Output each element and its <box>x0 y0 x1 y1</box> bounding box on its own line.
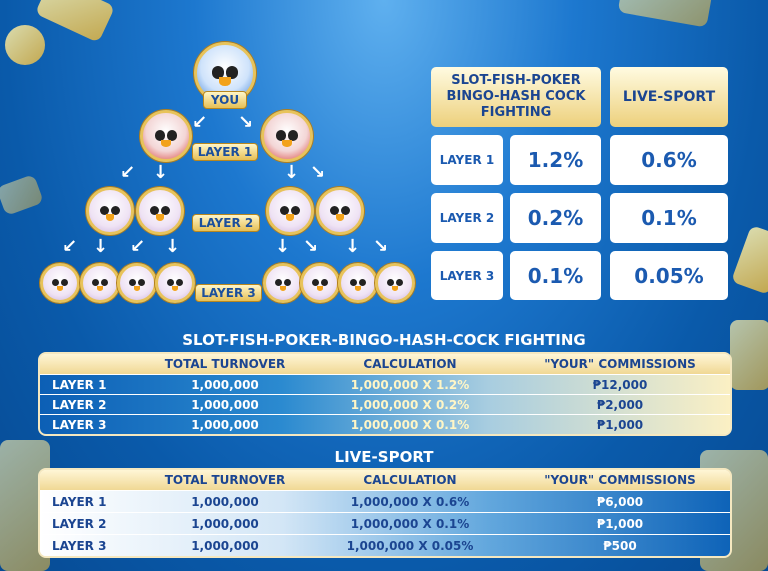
arrow-icon: ↓ <box>275 236 291 257</box>
slot-commission-table: TOTAL TURNOVER CALCULATION "YOUR" COMMIS… <box>38 352 732 436</box>
you-label: YOU <box>203 91 247 109</box>
table-row: LAYER 3 1,000,000 1,000,000 X 0.05% ₱500 <box>40 534 730 556</box>
table-row: LAYER 2 1,000,000 1,000,000 X 0.2% ₱2,000 <box>40 394 730 414</box>
table-header: TOTAL TURNOVER CALCULATION "YOUR" COMMIS… <box>40 470 730 490</box>
arrow-icon: ↙ <box>120 162 136 183</box>
header-slot-games: SLOT-FISH-POKER BINGO-HASH COCK FIGHTING <box>431 67 601 127</box>
arrow-icon: ↙ <box>130 236 146 257</box>
layer-cell: LAYER 3 <box>52 417 107 432</box>
layer1-avatar <box>261 110 313 162</box>
commission-cell: ₱12,000 <box>592 377 648 392</box>
gold-ribbon-decoration <box>730 224 768 296</box>
rate-cell: 0.05% <box>610 251 728 300</box>
header-cell: CALCULATION <box>363 473 457 487</box>
table-row: LAYER 1 1,000,000 1,000,000 X 0.6% ₱6,000 <box>40 490 730 512</box>
commission-cell: ₱1,000 <box>596 516 644 531</box>
layer2-label: LAYER 2 <box>192 214 260 232</box>
calculation-cell: 1,000,000 X 0.05% <box>346 538 474 553</box>
arrow-icon: ↘ <box>303 236 319 257</box>
turnover-cell: 1,000,000 <box>191 397 259 412</box>
header-cell: TOTAL TURNOVER <box>164 473 286 487</box>
layer3-avatar <box>263 263 303 303</box>
layer3-avatar <box>40 263 80 303</box>
turnover-cell: 1,000,000 <box>191 516 259 531</box>
table-header: TOTAL TURNOVER CALCULATION "YOUR" COMMIS… <box>40 354 730 374</box>
gold-coin-decoration <box>5 25 45 65</box>
rate-cell: 0.2% <box>510 193 601 243</box>
layer2-avatar <box>136 187 184 235</box>
rate-cell: 1.2% <box>510 135 601 185</box>
arrow-icon: ↓ <box>165 236 181 257</box>
table-row: LAYER 2 1,000,000 1,000,000 X 0.1% ₱1,000 <box>40 512 730 534</box>
rate-cell: 0.6% <box>610 135 728 185</box>
calculation-cell: 1,000,000 X 1.2% <box>350 377 470 392</box>
layer3-avatar <box>300 263 340 303</box>
rate-cell: 0.1% <box>610 193 728 243</box>
arrow-icon: ↓ <box>345 236 361 257</box>
layer-cell: LAYER 3 <box>52 538 107 553</box>
row-label: LAYER 2 <box>431 193 503 243</box>
live-sport-commission-table: TOTAL TURNOVER CALCULATION "YOUR" COMMIS… <box>38 468 732 558</box>
arrow-icon: ↘ <box>238 112 254 133</box>
table2-title: LIVE-SPORT <box>334 448 434 466</box>
table-row: LAYER 3 1,000,000 1,000,000 X 0.1% ₱1,000 <box>40 414 730 434</box>
header-cell: CALCULATION <box>363 357 457 371</box>
table-row: LAYER 1 1,000,000 1,000,000 X 1.2% ₱12,000 <box>40 374 730 394</box>
arrow-icon: ↙ <box>62 236 78 257</box>
layer1-avatar <box>140 110 192 162</box>
arrow-icon: ↓ <box>284 162 300 183</box>
layer2-avatar <box>266 187 314 235</box>
gold-box-decoration <box>730 320 768 390</box>
commission-cell: ₱2,000 <box>596 397 644 412</box>
layer-cell: LAYER 1 <box>52 494 107 509</box>
commission-cell: ₱1,000 <box>596 417 644 432</box>
gold-ribbon-decoration <box>34 0 116 43</box>
arrow-icon: ↙ <box>192 112 208 133</box>
calculation-cell: 1,000,000 X 0.2% <box>350 397 470 412</box>
gold-ribbon-decoration <box>617 0 713 28</box>
header-live-sport: LIVE-SPORT <box>610 67 728 127</box>
layer-cell: LAYER 2 <box>52 397 107 412</box>
layer3-avatar <box>375 263 415 303</box>
turnover-cell: 1,000,000 <box>191 377 259 392</box>
commission-cell: ₱6,000 <box>596 494 644 509</box>
table1-title: SLOT-FISH-POKER-BINGO-HASH-COCK FIGHTING <box>182 331 586 349</box>
header-cell: "YOUR" COMMISSIONS <box>544 473 696 487</box>
layer3-avatar <box>117 263 157 303</box>
turnover-cell: 1,000,000 <box>191 417 259 432</box>
arrow-icon: ↓ <box>93 236 109 257</box>
layer3-avatar <box>80 263 120 303</box>
layer-cell: LAYER 2 <box>52 516 107 531</box>
layer1-label: LAYER 1 <box>192 143 258 161</box>
layer-cell: LAYER 1 <box>52 377 107 392</box>
row-label: LAYER 1 <box>431 135 503 185</box>
rate-cell: 0.1% <box>510 251 601 300</box>
row-label: LAYER 3 <box>431 251 503 300</box>
layer3-label: LAYER 3 <box>195 284 262 302</box>
turnover-cell: 1,000,000 <box>191 494 259 509</box>
calculation-cell: 1,000,000 X 0.6% <box>350 494 470 509</box>
arrow-icon: ↓ <box>153 162 169 183</box>
header-cell: TOTAL TURNOVER <box>164 357 286 371</box>
arrow-icon: ↘ <box>310 162 326 183</box>
layer3-avatar <box>155 263 195 303</box>
layer2-avatar <box>86 187 134 235</box>
layer2-avatar <box>316 187 364 235</box>
calculation-cell: 1,000,000 X 0.1% <box>350 516 470 531</box>
header-cell: "YOUR" COMMISSIONS <box>544 357 696 371</box>
calculation-cell: 1,000,000 X 0.1% <box>350 417 470 432</box>
turnover-cell: 1,000,000 <box>191 538 259 553</box>
arrow-icon: ↘ <box>373 236 389 257</box>
layer3-avatar <box>338 263 378 303</box>
gold-ribbon-decoration <box>0 174 44 216</box>
commission-cell: ₱500 <box>603 538 637 553</box>
